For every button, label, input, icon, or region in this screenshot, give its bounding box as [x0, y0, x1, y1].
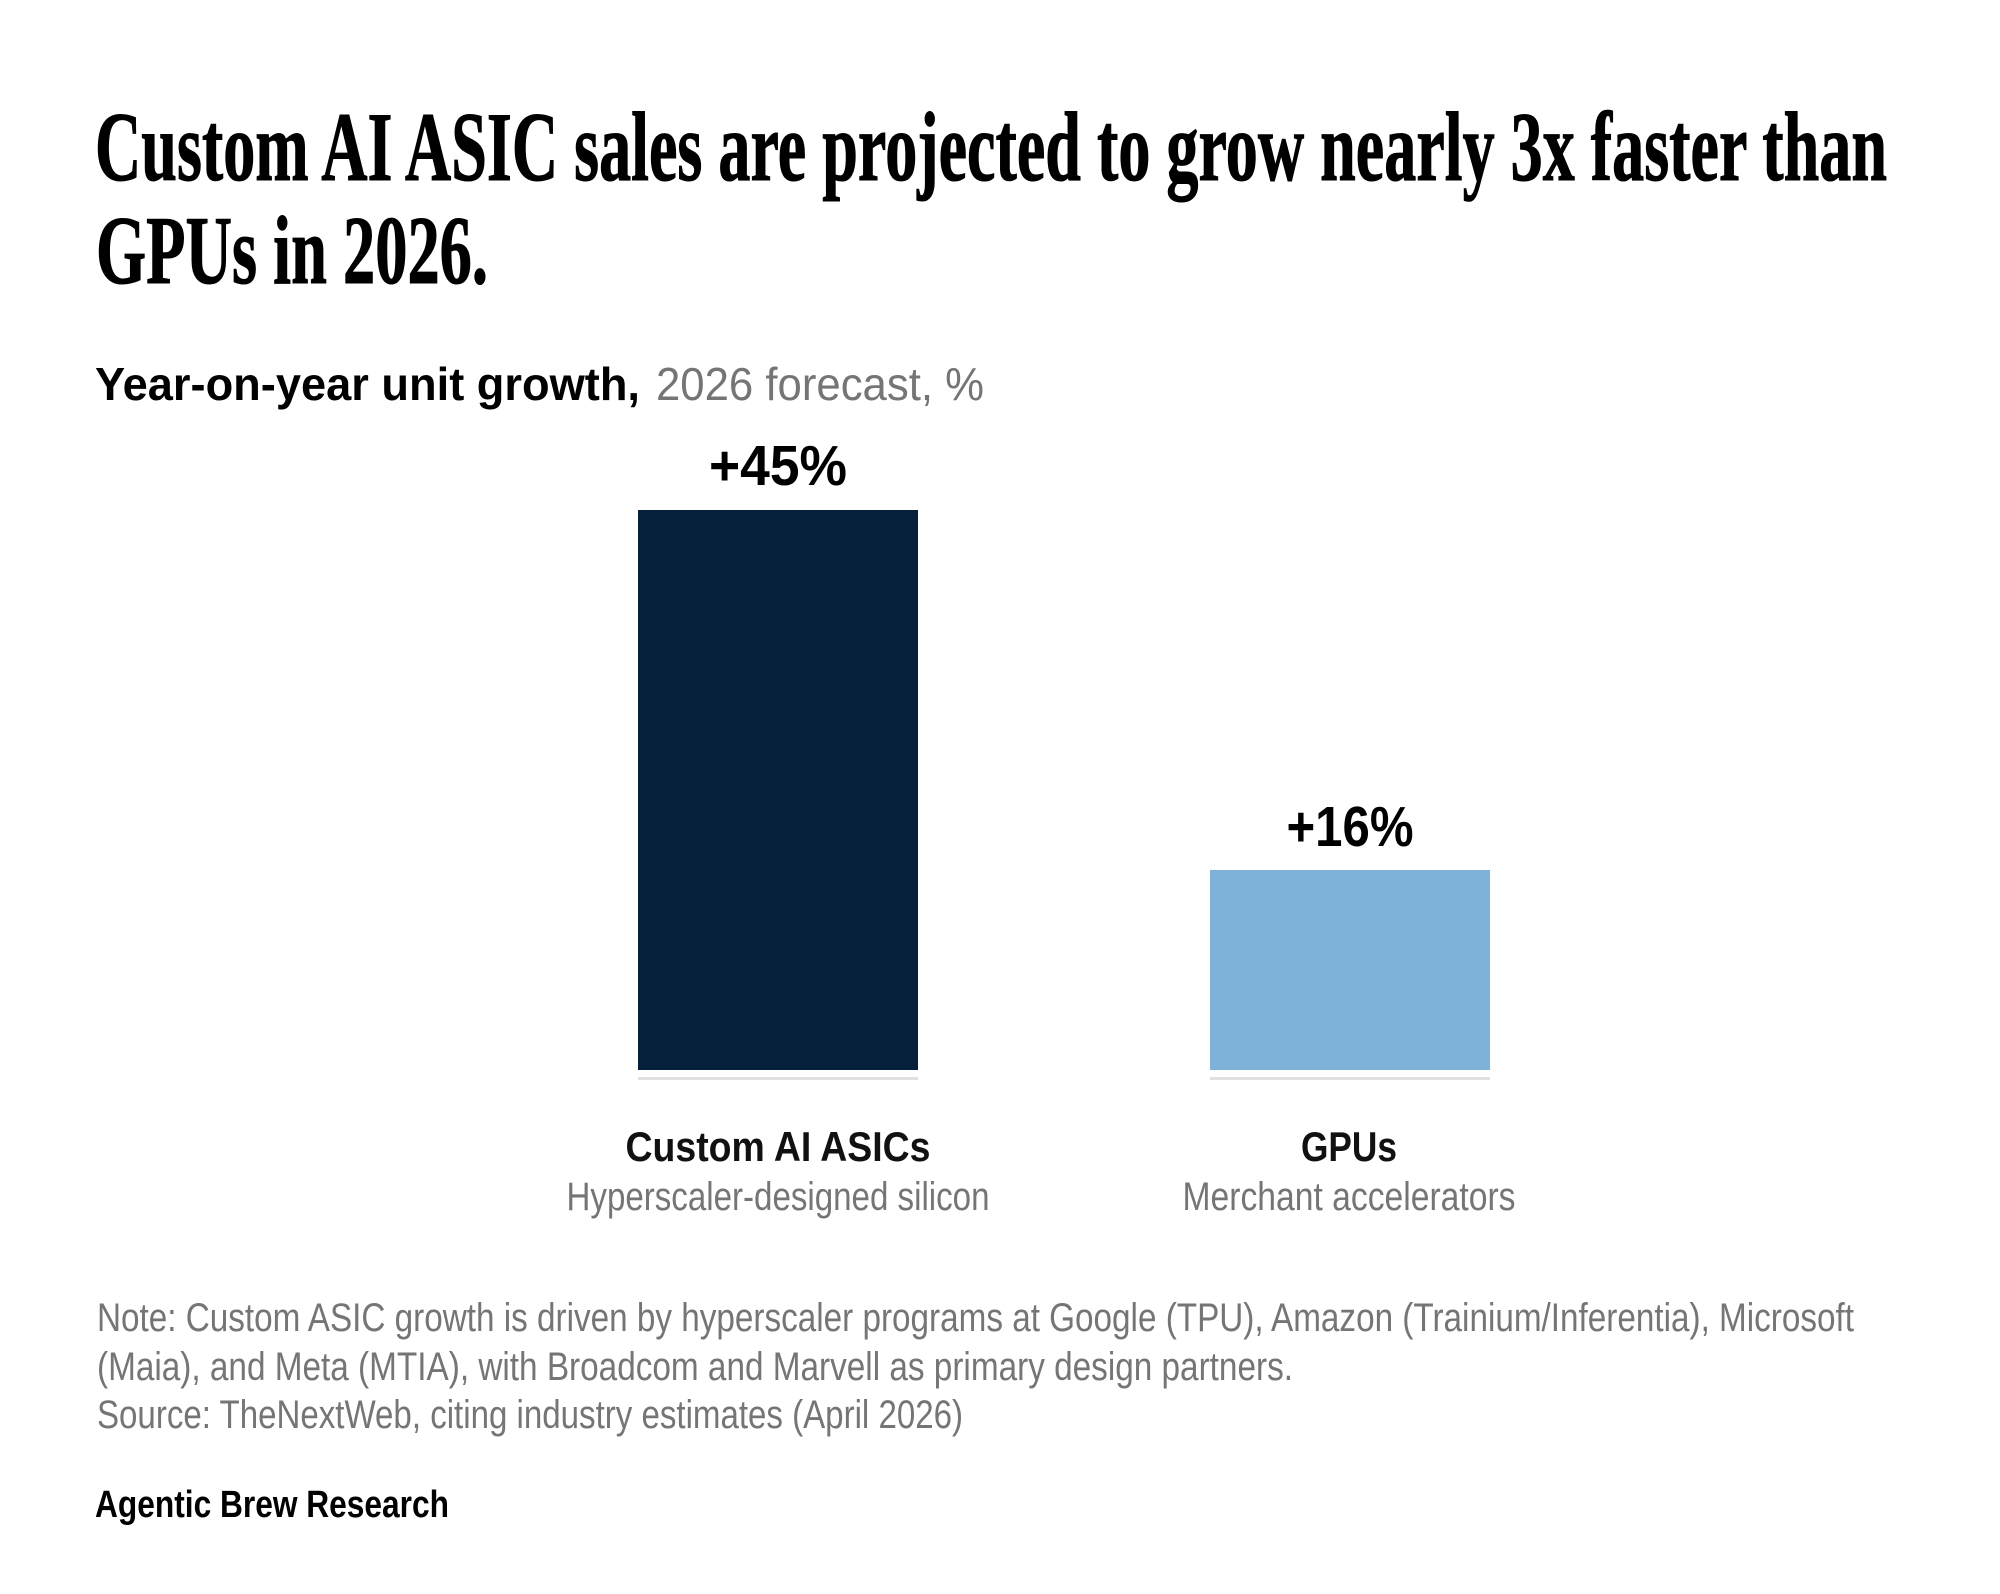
svg-text:(Maia), and Meta (MTIA), with: (Maia), and Meta (MTIA), with Broadcom a…	[97, 1345, 1293, 1389]
svg-text:Source: TheNextWeb, citing ind: Source: TheNextWeb, citing industry esti…	[97, 1393, 963, 1437]
svg-text:2026 forecast, %: 2026 forecast, %	[656, 358, 984, 410]
svg-text:Hyperscaler-designed silicon: Hyperscaler-designed silicon	[567, 1175, 990, 1219]
svg-text:Merchant accelerators: Merchant accelerators	[1183, 1175, 1516, 1219]
svg-text:GPUs in 2026.: GPUs in 2026.	[96, 197, 488, 304]
svg-text:Agentic Brew Research: Agentic Brew Research	[95, 1484, 449, 1526]
svg-text:Custom AI ASIC sales are proje: Custom AI ASIC sales are projected to gr…	[95, 93, 1887, 202]
svg-text:GPUs: GPUs	[1301, 1123, 1397, 1170]
svg-text:+45%: +45%	[709, 434, 847, 498]
svg-text:Custom AI ASICs: Custom AI ASICs	[626, 1123, 931, 1170]
svg-text:+16%: +16%	[1287, 795, 1414, 859]
svg-text:Note: Custom ASIC growth is dr: Note: Custom ASIC growth is driven by hy…	[97, 1296, 1854, 1340]
svg-text:Year-on-year unit growth,: Year-on-year unit growth,	[95, 358, 640, 410]
